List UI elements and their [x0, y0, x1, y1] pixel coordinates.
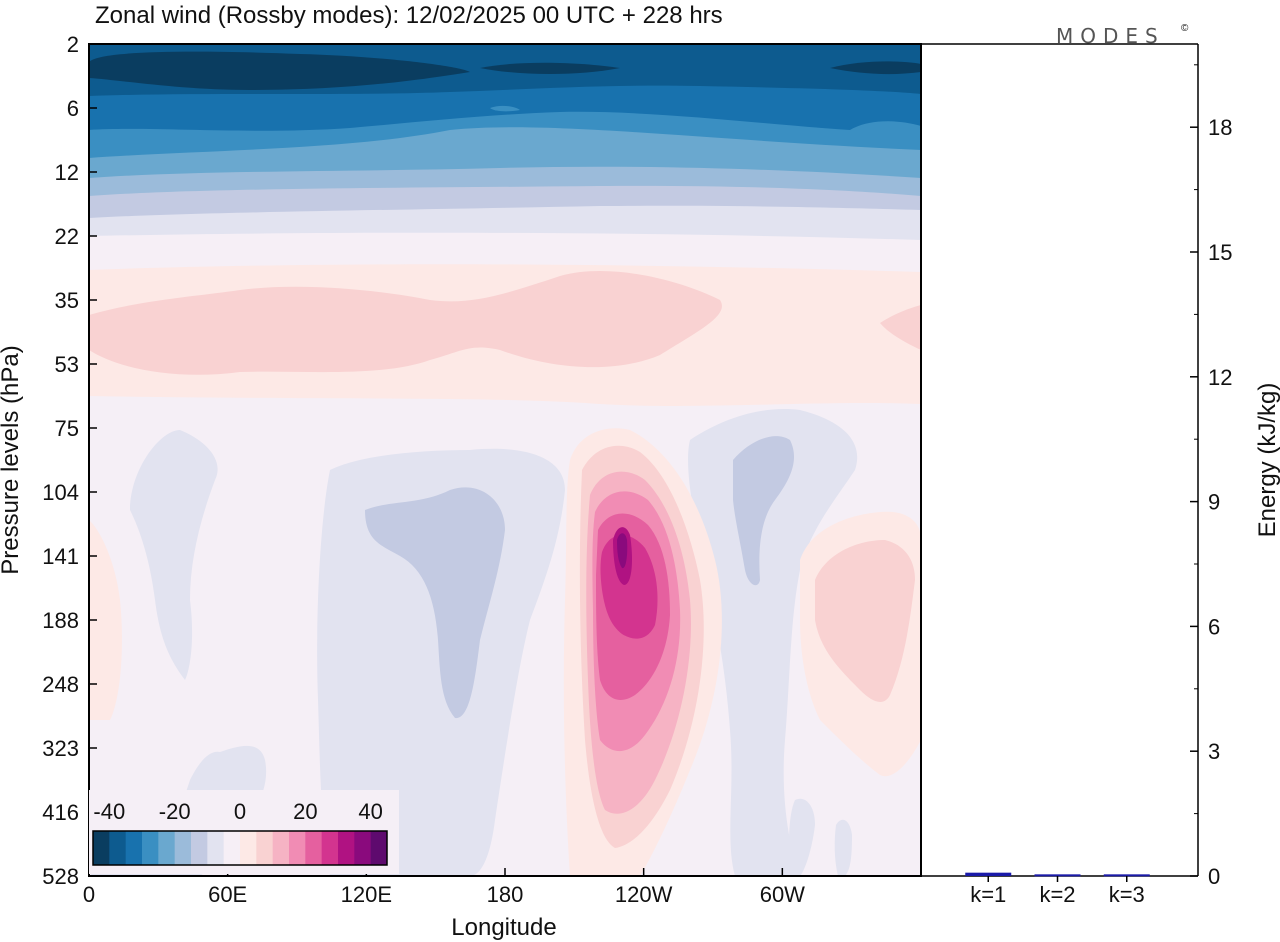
energy-tick-label: 15	[1208, 240, 1232, 265]
x-tick-label: 180	[487, 882, 524, 907]
y-tick-label: 22	[55, 224, 79, 249]
colorbar-swatch	[207, 831, 225, 865]
colorbar-tick-label: 0	[234, 799, 246, 824]
energy-bar	[1034, 874, 1081, 877]
colorbar-tick-label: 40	[358, 799, 382, 824]
y-tick-label: 104	[42, 480, 79, 505]
colorbar-swatch	[125, 831, 143, 865]
y-tick-label: 416	[42, 800, 79, 825]
contour-fill	[89, 44, 921, 876]
y-tick-label: 6	[67, 96, 79, 121]
colorbar-swatch	[142, 831, 159, 865]
y-tick-label: 248	[42, 672, 79, 697]
x-tick-label: 60W	[760, 882, 805, 907]
energy-bars: k=1 k=2 k=3	[965, 872, 1150, 907]
x-tick-label: 0	[83, 882, 95, 907]
energy-category-label: k=2	[1039, 882, 1075, 907]
y-tick-label: 53	[55, 352, 79, 377]
colorbar-swatch	[256, 831, 274, 865]
colorbar-swatches	[93, 831, 388, 865]
energy-tick-label: 6	[1208, 614, 1220, 639]
colorbar-swatch	[174, 831, 192, 865]
colorbar-tick-label: 20	[293, 799, 317, 824]
y-tick-label: 12	[55, 160, 79, 185]
y-tick-label: 141	[42, 544, 79, 569]
colorbar-tick-label: -40	[93, 799, 125, 824]
colorbar-swatch	[272, 831, 290, 865]
energy-panel: 0 3 6 9 12 15 18 k=1 k=2 k=3 Energy (kJ/kg)	[921, 43, 1280, 907]
x-tick-label: 120E	[341, 882, 392, 907]
energy-tick-label: 0	[1208, 864, 1220, 889]
x-axis-title: Longitude	[451, 914, 556, 941]
energy-tick-label: 3	[1208, 739, 1220, 764]
brand-trademark: ©	[1181, 23, 1189, 34]
y-tick-label: 188	[42, 608, 79, 633]
energy-bar	[965, 872, 1012, 876]
figure-title: Zonal wind (Rossby modes): 12/02/2025 00…	[95, 2, 723, 29]
energy-axis-title: Energy (kJ/kg)	[1254, 383, 1280, 538]
energy-tick-label: 12	[1208, 365, 1232, 390]
y-axis-title: Pressure levels (hPa)	[0, 345, 24, 574]
colorbar-swatch	[240, 831, 257, 865]
colorbar-swatch	[109, 831, 127, 865]
y-tick-label: 323	[42, 736, 79, 761]
y-tick-label: 35	[55, 288, 79, 313]
colorbar-swatch	[191, 831, 208, 865]
energy-category-label: k=3	[1109, 882, 1145, 907]
colorbar-swatch	[93, 831, 110, 865]
colorbar-tick-label: -20	[159, 799, 191, 824]
colorbar-swatch	[370, 831, 388, 865]
colorbar-labels: -40 -20 0 20 40	[93, 799, 382, 824]
y-tick-label: 75	[55, 416, 79, 441]
y-tick-label: 2	[67, 32, 79, 57]
x-tick-label: 60E	[208, 882, 247, 907]
colorbar-swatch	[321, 831, 339, 865]
energy-bar	[1103, 874, 1150, 877]
energy-tick-label: 18	[1208, 115, 1232, 140]
colorbar-swatch	[305, 831, 323, 865]
colorbar-swatch	[289, 831, 306, 865]
colorbar-swatch	[223, 831, 241, 865]
heatmap-panel: 0 60E 120E 180 120W 60W 2 6 12 22 35 53 75 104 141 188 2…	[0, 32, 922, 941]
colorbar-swatch	[338, 831, 355, 865]
heatmap-axes: 0 60E 120E 180 120W 60W 2 6 12 22 35 53 75 104 141 188 2…	[42, 32, 805, 907]
x-tick-label: 120W	[615, 882, 673, 907]
colorbar-frame	[92, 830, 388, 866]
colorbar: -40 -20 0 20 40	[89, 790, 399, 874]
colorbar-swatch	[158, 831, 176, 865]
energy-axes: 0 3 6 9 12 15 18	[1190, 64, 1232, 889]
y-tick-label: 528	[42, 864, 79, 889]
energy-tick-label: 9	[1208, 490, 1220, 515]
energy-category-label: k=1	[970, 882, 1006, 907]
colorbar-swatch	[354, 831, 372, 865]
